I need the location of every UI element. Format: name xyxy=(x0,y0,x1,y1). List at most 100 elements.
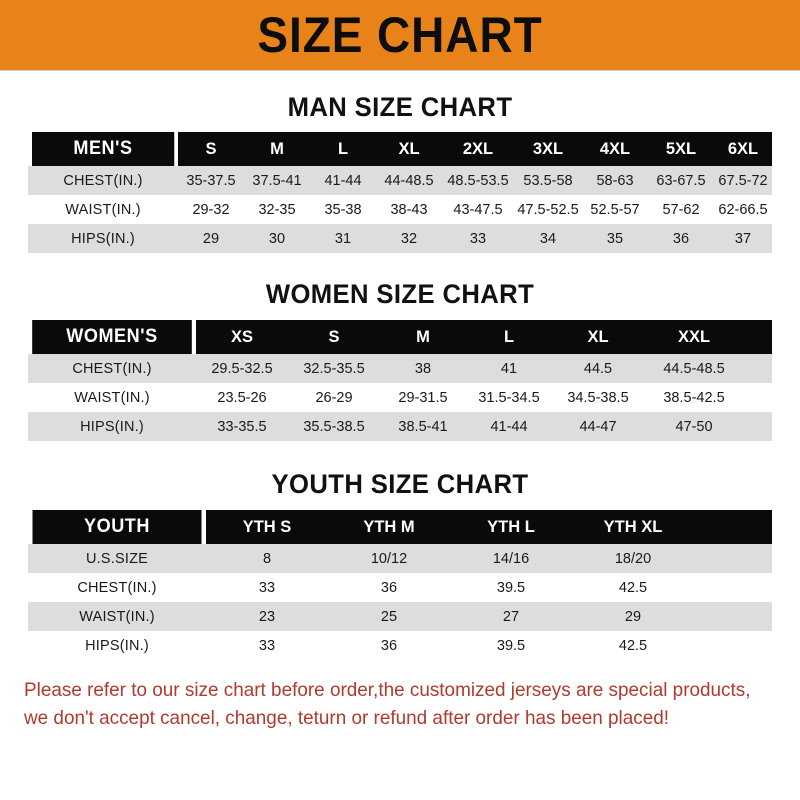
youth-cell-ussize-0: 8 xyxy=(206,544,328,573)
women-cell-waist-5: 38.5-42.5 xyxy=(644,383,744,412)
women-cell-chest-5: 44.5-48.5 xyxy=(644,354,744,383)
youth-row-label-ussize: U.S.SIZE xyxy=(28,544,206,573)
table-row: HIPS(IN.) 33 36 39.5 42.5 xyxy=(28,631,772,660)
youth-col-header-0: YTH S xyxy=(206,510,328,544)
youth-cell-waist-filler xyxy=(694,602,772,631)
women-cell-hips-filler xyxy=(744,412,772,441)
section-title-youth: YOUTH SIZE CHART xyxy=(271,469,529,499)
youth-cell-ussize-3: 18/20 xyxy=(572,544,694,573)
table-row: HIPS(IN.) 29 30 31 32 33 34 35 36 37 xyxy=(28,224,772,253)
men-size-table: MEN'S S M L XL 2XL 3XL 4XL 5XL 6XL CHEST… xyxy=(28,132,772,253)
men-col-header-4: 2XL xyxy=(442,132,514,166)
women-row-label-chest: CHEST(IN.) xyxy=(28,354,196,383)
women-cell-chest-4: 44.5 xyxy=(552,354,644,383)
women-cell-chest-0: 29.5-32.5 xyxy=(196,354,288,383)
youth-col-header-3: YTH XL xyxy=(572,510,694,544)
women-size-table: WOMEN'S XS S M L XL XXL CHEST(IN.) 29.5-… xyxy=(28,320,772,441)
youth-cell-ussize-1: 10/12 xyxy=(328,544,450,573)
youth-cell-ussize-filler xyxy=(694,544,772,573)
youth-cell-hips-1: 36 xyxy=(328,631,450,660)
men-cell-hips-1: 30 xyxy=(244,224,310,253)
women-cell-hips-0: 33-35.5 xyxy=(196,412,288,441)
men-row-label-chest: CHEST(IN.) xyxy=(28,166,178,195)
women-cell-hips-3: 41-44 xyxy=(466,412,552,441)
women-cell-hips-4: 44-47 xyxy=(552,412,644,441)
youth-cell-hips-0: 33 xyxy=(206,631,328,660)
youth-cell-chest-3: 42.5 xyxy=(572,573,694,602)
women-cell-chest-filler xyxy=(744,354,772,383)
men-cell-waist-4: 43-47.5 xyxy=(442,195,514,224)
men-cell-waist-0: 29-32 xyxy=(178,195,244,224)
men-col-header-0: S xyxy=(178,132,244,166)
disclaimer-line-1: Please refer to our size chart before or… xyxy=(24,679,751,701)
table-row: HIPS(IN.) 33-35.5 35.5-38.5 38.5-41 41-4… xyxy=(28,412,772,441)
women-corner-label: WOMEN'S xyxy=(32,320,192,354)
disclaimer-note: Please refer to our size chart before or… xyxy=(24,672,753,733)
men-col-header-5: 3XL xyxy=(514,132,582,166)
men-cell-waist-2: 35-38 xyxy=(310,195,376,224)
men-col-header-8: 6XL xyxy=(714,132,772,166)
youth-col-header-1: YTH M xyxy=(328,510,450,544)
table-row: CHEST(IN.) 33 36 39.5 42.5 xyxy=(28,573,772,602)
section-title-women: WOMEN SIZE CHART xyxy=(265,279,535,309)
men-cell-hips-8: 37 xyxy=(714,224,772,253)
page-title: SIZE CHART xyxy=(257,7,543,63)
women-col-header-5: XXL xyxy=(644,320,744,354)
men-cell-chest-1: 37.5-41 xyxy=(244,166,310,195)
youth-cell-chest-2: 39.5 xyxy=(450,573,572,602)
men-cell-chest-2: 41-44 xyxy=(310,166,376,195)
table-row: WAIST(IN.) 29-32 32-35 35-38 38-43 43-47… xyxy=(28,195,772,224)
youth-cell-chest-1: 36 xyxy=(328,573,450,602)
women-cell-hips-5: 47-50 xyxy=(644,412,744,441)
men-cell-hips-5: 34 xyxy=(514,224,582,253)
women-col-header-0: XS xyxy=(196,320,288,354)
men-cell-hips-6: 35 xyxy=(582,224,648,253)
men-cell-chest-8: 67.5-72 xyxy=(714,166,772,195)
youth-header-row: YOUTH YTH S YTH M YTH L YTH XL xyxy=(28,510,772,544)
men-cell-hips-4: 33 xyxy=(442,224,514,253)
men-cell-waist-3: 38-43 xyxy=(376,195,442,224)
men-cell-waist-6: 52.5-57 xyxy=(582,195,648,224)
men-corner-label: MEN'S xyxy=(31,132,175,166)
men-cell-hips-3: 32 xyxy=(376,224,442,253)
men-cell-waist-1: 32-35 xyxy=(244,195,310,224)
women-col-header-1: S xyxy=(288,320,380,354)
women-cell-chest-3: 41 xyxy=(466,354,552,383)
women-cell-waist-4: 34.5-38.5 xyxy=(552,383,644,412)
women-cell-waist-filler xyxy=(744,383,772,412)
men-cell-chest-6: 58-63 xyxy=(582,166,648,195)
youth-cell-chest-0: 33 xyxy=(206,573,328,602)
men-col-header-3: XL xyxy=(376,132,442,166)
youth-row-label-waist: WAIST(IN.) xyxy=(28,602,206,631)
men-cell-chest-4: 48.5-53.5 xyxy=(442,166,514,195)
page-banner: SIZE CHART xyxy=(0,0,800,71)
youth-cell-ussize-2: 14/16 xyxy=(450,544,572,573)
men-row-label-hips: HIPS(IN.) xyxy=(28,224,178,253)
men-cell-chest-0: 35-37.5 xyxy=(178,166,244,195)
men-cell-hips-0: 29 xyxy=(178,224,244,253)
youth-col-header-2: YTH L xyxy=(450,510,572,544)
youth-header-filler xyxy=(694,510,772,544)
youth-cell-waist-1: 25 xyxy=(328,602,450,631)
men-cell-chest-3: 44-48.5 xyxy=(376,166,442,195)
youth-cell-chest-filler xyxy=(694,573,772,602)
men-row-label-waist: WAIST(IN.) xyxy=(28,195,178,224)
men-cell-waist-8: 62-66.5 xyxy=(714,195,772,224)
women-header-row: WOMEN'S XS S M L XL XXL xyxy=(28,320,772,354)
table-row: CHEST(IN.) 35-37.5 37.5-41 41-44 44-48.5… xyxy=(28,166,772,195)
men-cell-chest-7: 63-67.5 xyxy=(648,166,714,195)
men-col-header-1: M xyxy=(244,132,310,166)
table-row: CHEST(IN.) 29.5-32.5 32.5-35.5 38 41 44.… xyxy=(28,354,772,383)
women-row-label-hips: HIPS(IN.) xyxy=(28,412,196,441)
men-cell-waist-7: 57-62 xyxy=(648,195,714,224)
women-col-header-4: XL xyxy=(552,320,644,354)
men-cell-chest-5: 53.5-58 xyxy=(514,166,582,195)
women-cell-hips-1: 35.5-38.5 xyxy=(288,412,380,441)
men-col-header-6: 4XL xyxy=(582,132,648,166)
youth-cell-hips-filler xyxy=(694,631,772,660)
disclaimer-line-2: we don't accept cancel, change, teturn o… xyxy=(24,707,670,730)
men-cell-hips-2: 31 xyxy=(310,224,376,253)
youth-cell-hips-2: 39.5 xyxy=(450,631,572,660)
table-row: U.S.SIZE 8 10/12 14/16 18/20 xyxy=(28,544,772,573)
